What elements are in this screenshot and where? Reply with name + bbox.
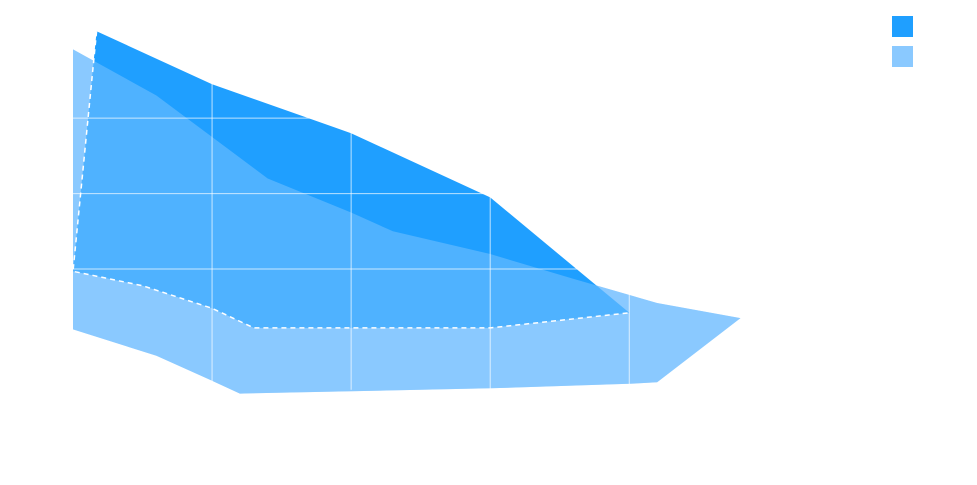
series-1-dashed-boundary [72,31,630,329]
legend-swatch-1 [892,16,913,37]
legend-swatch-2 [892,46,913,67]
grid-layer [73,45,630,390]
area-series-2-overlay [73,49,741,394]
area-layer [73,31,741,394]
legend [892,16,913,67]
outline-layer [72,31,630,329]
